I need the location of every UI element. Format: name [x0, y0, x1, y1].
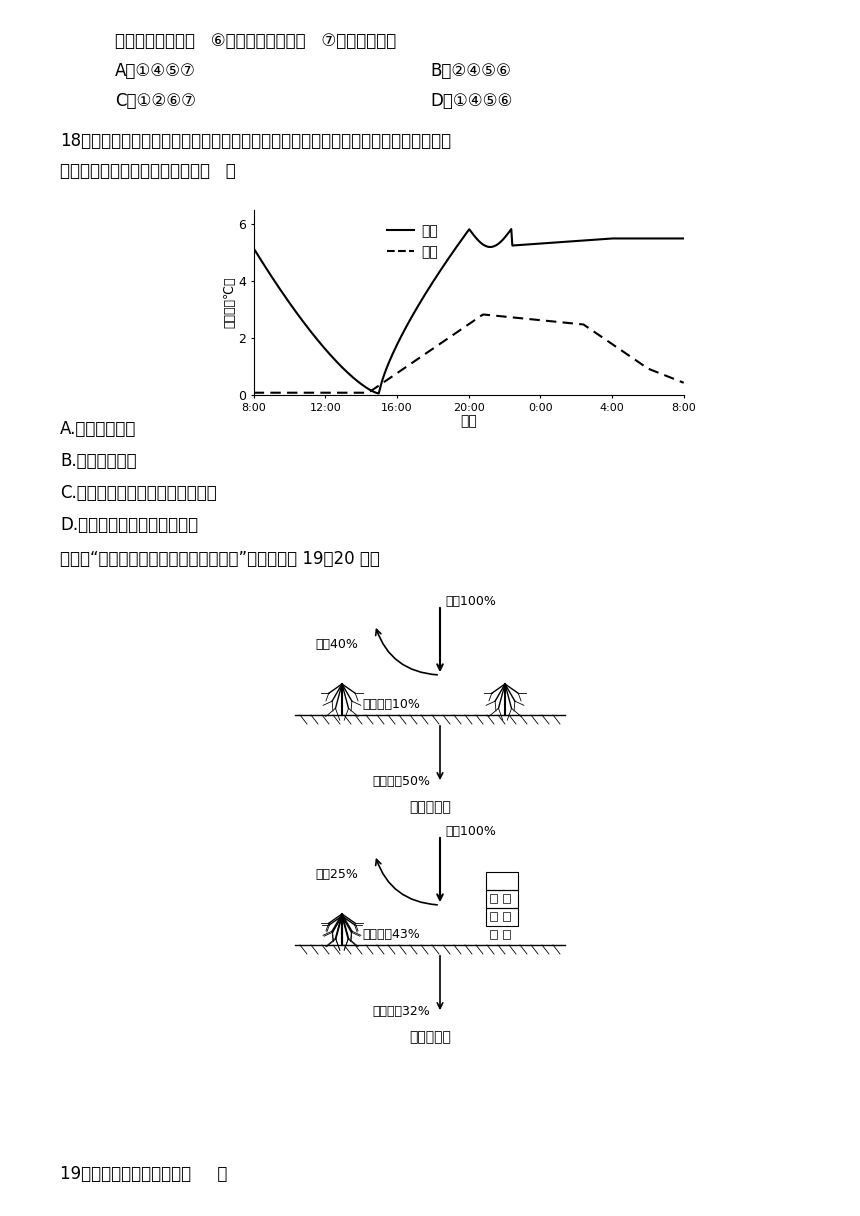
Bar [503, 894, 510, 903]
Text: 18．热岛温度为城区与郊区气温之差，其値高低反映了热岛强度的大小。从右图中可得: 18．热岛温度为城区与郊区气温之差，其値高低反映了热岛强度的大小。从右图中可得 [60, 133, 452, 150]
Text: C．①②⑥⑦: C．①②⑥⑦ [115, 92, 196, 109]
Text: B．②④⑤⑥: B．②④⑤⑥ [430, 62, 511, 80]
Text: 19．城市建设导致了当地（     ）: 19．城市建设导致了当地（ ） [60, 1165, 227, 1183]
Y-axis label: 温度差（℃）: 温度差（℃） [224, 277, 236, 328]
Text: 地面径流43%: 地面径流43% [362, 928, 420, 941]
Text: 到的正确信息是，某市热岛强度（   ）: 到的正确信息是，某市热岛强度（ ） [60, 162, 236, 180]
Text: D．①④⑤⑥: D．①④⑤⑥ [430, 92, 513, 109]
Text: 高污染产业的发展   ⑥集中布置城市用地   ⑦分散城市职能: 高污染产业的发展 ⑥集中布置城市用地 ⑦分散城市职能 [115, 32, 396, 50]
Bar [486, 890, 518, 908]
X-axis label: 时刻: 时刻 [460, 413, 477, 428]
Text: 蜒发25%: 蜒发25% [315, 868, 358, 882]
Text: 降汴100%: 降汴100% [445, 824, 496, 838]
Bar [503, 912, 510, 921]
Text: 地下径流32%: 地下径流32% [372, 1004, 430, 1018]
Text: C.冬、夏季的差异在日出前后最小: C.冬、夏季的差异在日出前后最小 [60, 484, 217, 502]
Bar [490, 912, 497, 921]
Text: 城市建设前: 城市建设前 [409, 800, 451, 814]
Bar [490, 930, 497, 939]
Text: B.午后大于夜晗: B.午后大于夜晗 [60, 452, 137, 471]
Bar [503, 930, 510, 939]
Text: 地下径流50%: 地下径流50% [372, 775, 430, 788]
Bar [486, 872, 518, 890]
Bar [486, 908, 518, 927]
Text: A.夏季大于冬季: A.夏季大于冬季 [60, 420, 137, 438]
Text: D.冬、夏季的差异在午后最小: D.冬、夏季的差异在午后最小 [60, 516, 198, 534]
Bar [490, 894, 497, 903]
Text: A．①④⑤⑦: A．①④⑤⑦ [115, 62, 196, 80]
Text: 地面径流10%: 地面径流10% [362, 698, 420, 711]
Text: 下图是“某城市建设前后水量平衡示意图”，读图回答 19～20 题。: 下图是“某城市建设前后水量平衡示意图”，读图回答 19～20 题。 [60, 550, 380, 568]
Legend: 冬季, 夏季: 冬季, 夏季 [381, 219, 444, 265]
Text: 降汴100%: 降汴100% [445, 595, 496, 608]
Text: 蜒发40%: 蜒发40% [315, 638, 358, 651]
Text: 城市建设后: 城市建设后 [409, 1030, 451, 1045]
